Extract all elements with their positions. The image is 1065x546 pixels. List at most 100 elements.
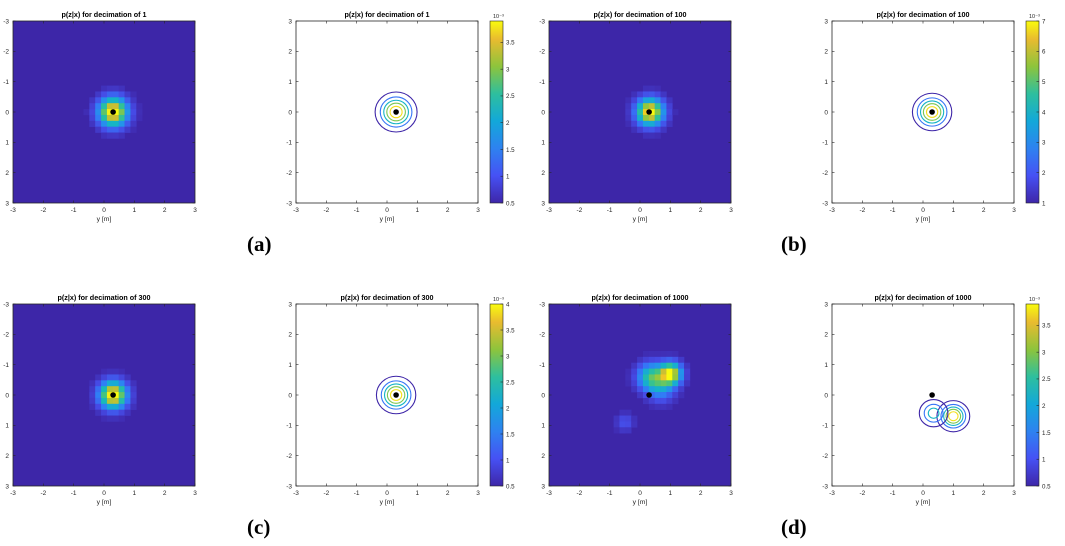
contour-line bbox=[379, 96, 413, 128]
heatmap-cell bbox=[130, 114, 137, 122]
contour-line bbox=[386, 386, 406, 404]
x-tick-label: -1 bbox=[71, 490, 77, 497]
heatmap-cell bbox=[89, 109, 96, 116]
y-tick-label: 2 bbox=[5, 170, 9, 177]
x-tick-label: 0 bbox=[102, 490, 106, 497]
heatmap-cell bbox=[637, 356, 644, 364]
y-tick-label: 2 bbox=[288, 49, 292, 56]
heatmap-cell bbox=[637, 368, 644, 375]
heatmap-cell bbox=[678, 356, 685, 364]
heatmap-cell bbox=[95, 403, 102, 410]
heatmap-cell bbox=[660, 356, 667, 364]
x-tick-label: -1 bbox=[71, 207, 77, 214]
heatmap-cell bbox=[95, 374, 102, 381]
heatmap-cell bbox=[95, 109, 102, 116]
heatmap-cell bbox=[684, 362, 691, 369]
heatmap-cell bbox=[642, 356, 650, 364]
colorbar-tick-label: 5 bbox=[1042, 79, 1046, 86]
panel-2: -3 -2 -1 0 1 2 3 3 2 1 0 -1 -2 -3 p(z|x) for decimatio… bbox=[286, 10, 515, 223]
heatmap-cell bbox=[642, 126, 650, 133]
heatmap-cell bbox=[637, 97, 644, 104]
heatmap-cell bbox=[660, 91, 667, 98]
y-tick-label: -3 bbox=[286, 200, 292, 207]
heatmap-cell bbox=[625, 374, 632, 381]
heatmap-cell bbox=[637, 120, 644, 127]
contour-lines bbox=[375, 375, 417, 415]
colorbar-exponent: 10⁻³ bbox=[1029, 14, 1040, 20]
heatmap-cell bbox=[654, 126, 661, 133]
heatmap-cell bbox=[672, 374, 679, 381]
y-tick-label: -3 bbox=[286, 483, 292, 490]
heatmap-cell bbox=[631, 91, 638, 98]
colorbar-tick-label: 1 bbox=[506, 174, 510, 181]
heatmap-cell bbox=[124, 380, 131, 387]
heatmap-cell bbox=[130, 397, 137, 405]
contour-line bbox=[918, 399, 949, 428]
y-tick-label: -2 bbox=[539, 49, 545, 56]
heatmap-cell bbox=[89, 386, 96, 393]
heatmap-cell bbox=[648, 91, 655, 98]
x-tick-label: 2 bbox=[982, 207, 986, 214]
heatmap-cell bbox=[648, 350, 655, 358]
heatmap-cell bbox=[666, 368, 673, 375]
x-tick-label: -1 bbox=[354, 207, 360, 214]
x-tick-label: -1 bbox=[607, 207, 613, 214]
y-tick-label: -2 bbox=[3, 332, 9, 339]
chart-title: p(z|x) for decimation of 300 bbox=[57, 293, 150, 302]
heatmap-cell bbox=[106, 386, 114, 393]
heatmap-cell bbox=[660, 392, 667, 399]
heatmap-cell bbox=[130, 97, 137, 104]
colorbar-tick-label: 2 bbox=[506, 405, 510, 412]
heatmap-cell bbox=[648, 397, 655, 405]
point-marker bbox=[110, 392, 116, 398]
heatmap-cell bbox=[625, 415, 632, 422]
heatmap-cell bbox=[112, 126, 119, 133]
heatmap-cell bbox=[654, 120, 661, 127]
x-tick-label: 3 bbox=[729, 207, 733, 214]
heatmap-cell bbox=[642, 362, 650, 369]
x-tick-label: -1 bbox=[890, 490, 896, 497]
heatmap-cell bbox=[648, 132, 655, 139]
heatmap-cell bbox=[118, 85, 125, 92]
x-axis-label: y [m] bbox=[633, 499, 648, 506]
x-tick-label: 1 bbox=[952, 490, 956, 497]
colorbar-tick-label: 4 bbox=[1042, 109, 1046, 116]
y-tick-label: -3 bbox=[822, 200, 828, 207]
heatmap-cell bbox=[642, 85, 650, 92]
contour-line bbox=[919, 100, 945, 124]
x-tick-label: -3 bbox=[293, 490, 299, 497]
contour-line bbox=[925, 106, 939, 118]
y-tick-label: 0 bbox=[5, 109, 9, 116]
heatmap-cell bbox=[684, 374, 691, 381]
heatmap-cell bbox=[642, 350, 650, 358]
heatmap-cell bbox=[89, 403, 96, 410]
heatmap-cell bbox=[112, 132, 119, 139]
colorbar-tick-label: 1 bbox=[1042, 200, 1046, 207]
x-axis-label: y [m] bbox=[633, 216, 648, 223]
heatmap-cell bbox=[654, 97, 661, 104]
heatmap-cell bbox=[660, 120, 667, 127]
heatmap-cell bbox=[637, 392, 644, 399]
colorbar-tick-label: 1.5 bbox=[1042, 430, 1051, 437]
y-tick-label: 2 bbox=[288, 332, 292, 339]
y-tick-label: -1 bbox=[822, 423, 828, 430]
x-tick-label: 1 bbox=[133, 490, 137, 497]
heatmap-cell bbox=[666, 350, 673, 358]
heatmap-cell bbox=[637, 380, 644, 387]
x-tick-label: 3 bbox=[193, 207, 197, 214]
colorbar-tick-label: 4 bbox=[506, 301, 510, 308]
panel-4: -3 -2 -1 0 1 2 3 3 2 1 0 -1 -2 -3 p(z|x) for decimatio… bbox=[822, 10, 1046, 223]
x-tick-label: -3 bbox=[829, 490, 835, 497]
heatmap-cell bbox=[124, 120, 131, 127]
x-tick-label: -1 bbox=[890, 207, 896, 214]
chart-title: p(z|x) for decimation of 100 bbox=[593, 10, 686, 19]
heatmap-cell bbox=[112, 380, 119, 387]
heatmap-cell bbox=[101, 91, 108, 98]
contour-line bbox=[383, 383, 409, 407]
x-tick-label: 0 bbox=[385, 490, 389, 497]
x-tick-label: 3 bbox=[729, 490, 733, 497]
heatmap-cell bbox=[672, 109, 679, 116]
heatmap-cell bbox=[637, 91, 644, 98]
point-marker bbox=[393, 392, 399, 398]
